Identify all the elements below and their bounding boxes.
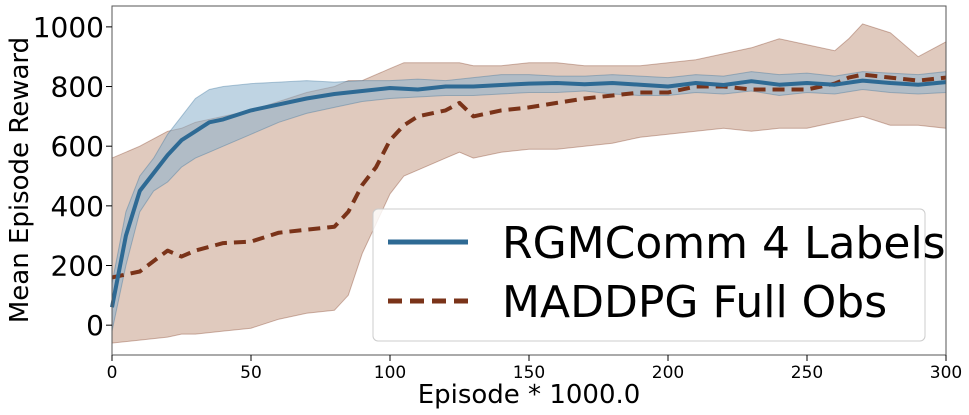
x-tick-label: 250 — [791, 363, 823, 383]
legend-label-rgmcomm: RGMComm 4 Labels — [502, 218, 946, 269]
line-chart: 0 50 100 150 200 250 300 02004006008001000 Epi… — [0, 0, 969, 415]
y-tick-label: 800 — [51, 71, 104, 104]
y-tick-label: 600 — [51, 130, 104, 163]
x-tick-label: 100 — [374, 363, 406, 383]
x-tick-label: 50 — [240, 363, 262, 383]
x-tick-label: 300 — [930, 363, 962, 383]
legend-label-maddpg: MADDPG Full Obs — [502, 277, 887, 328]
x-axis: 0 50 100 150 200 250 300 — [107, 355, 963, 383]
x-tick-label: 200 — [652, 363, 684, 383]
y-tick-label: 1000 — [33, 11, 104, 44]
legend: RGMComm 4 Labels MADDPG Full Obs — [373, 209, 946, 341]
y-axis: 0 200 400 600 800 1000 — [33, 11, 112, 342]
y-tick-label: 400 — [51, 190, 104, 223]
y-tick-label: 200 — [51, 250, 104, 283]
x-axis-label: Episode * 1000.0 — [418, 380, 641, 410]
x-tick-label: 0 — [107, 363, 118, 383]
y-axis-label: Mean Episode Reward — [5, 37, 35, 323]
y-tick-label: 0 — [86, 309, 104, 342]
